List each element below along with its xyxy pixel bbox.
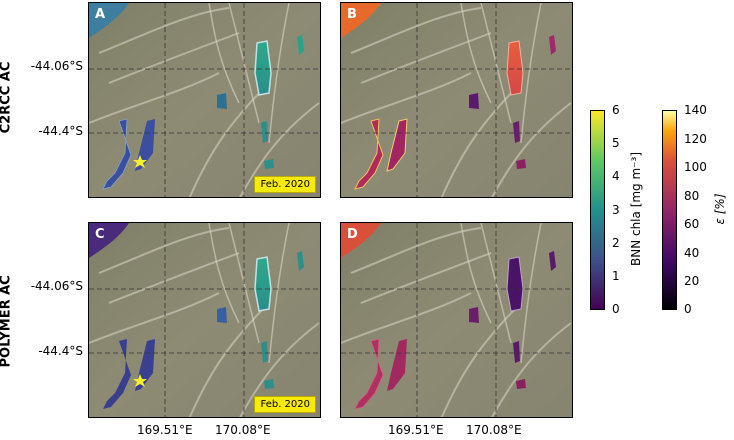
colorbar-label-chla: BNN chla [mg m⁻³] xyxy=(629,151,643,267)
colorbar-tick: 140 xyxy=(684,103,707,117)
date-badge: Feb. 2020 xyxy=(254,176,316,193)
terrain-map xyxy=(89,223,320,417)
panel-label: C xyxy=(95,227,105,242)
terrain-map xyxy=(341,3,572,197)
terrain-map xyxy=(341,223,572,417)
row-label-c2rcc: C2RCC AC xyxy=(0,61,14,134)
panel-label: A xyxy=(95,7,106,22)
x-tick-label: 169.51°E xyxy=(388,423,444,437)
star-marker-icon xyxy=(133,374,147,387)
colorbar-tick: 2 xyxy=(612,236,620,250)
map-panel-a: A Feb. 2020 xyxy=(88,2,321,198)
colorbar-tick: 100 xyxy=(684,160,707,174)
panel-label: D xyxy=(347,227,358,242)
panel-label: B xyxy=(347,7,357,22)
colorbar-tick: 20 xyxy=(684,274,700,288)
row-label-polymer: POLYMER AC xyxy=(0,275,14,368)
x-tick-label: 170.08°E xyxy=(215,423,271,437)
colorbar-tick: 1 xyxy=(612,269,620,283)
colorbar-tick: 5 xyxy=(612,136,620,150)
colorbar-label-epsilon: ε [%] xyxy=(713,193,727,225)
map-panel-b: B xyxy=(340,2,573,198)
colorbar-tick: 6 xyxy=(612,103,620,117)
colorbar-tick: 4 xyxy=(612,169,620,183)
x-tick-label: 170.08°E xyxy=(466,423,522,437)
colorbar-tick: 3 xyxy=(612,203,620,217)
colorbar-tick: 120 xyxy=(684,132,707,146)
map-panel-c: C Feb. 2020 xyxy=(88,222,321,418)
colorbar-tick: 60 xyxy=(684,217,700,231)
terrain-map xyxy=(89,3,320,197)
colorbar-chla xyxy=(590,110,605,310)
star-marker-icon xyxy=(133,155,147,168)
colorbar-tick: 0 xyxy=(612,302,620,316)
date-badge: Feb. 2020 xyxy=(254,396,316,413)
map-panel-d: D xyxy=(340,222,573,418)
y-tick-label: -44.4°S xyxy=(38,344,83,358)
colorbar-tick: 40 xyxy=(684,246,700,260)
colorbar-tick: 80 xyxy=(684,189,700,203)
y-tick-label: -44.4°S xyxy=(38,124,83,138)
colorbar-tick: 0 xyxy=(684,302,692,316)
y-tick-label: -44.06°S xyxy=(30,279,83,293)
colorbar-epsilon xyxy=(662,110,677,310)
y-tick-label: -44.06°S xyxy=(30,59,83,73)
x-tick-label: 169.51°E xyxy=(137,423,193,437)
